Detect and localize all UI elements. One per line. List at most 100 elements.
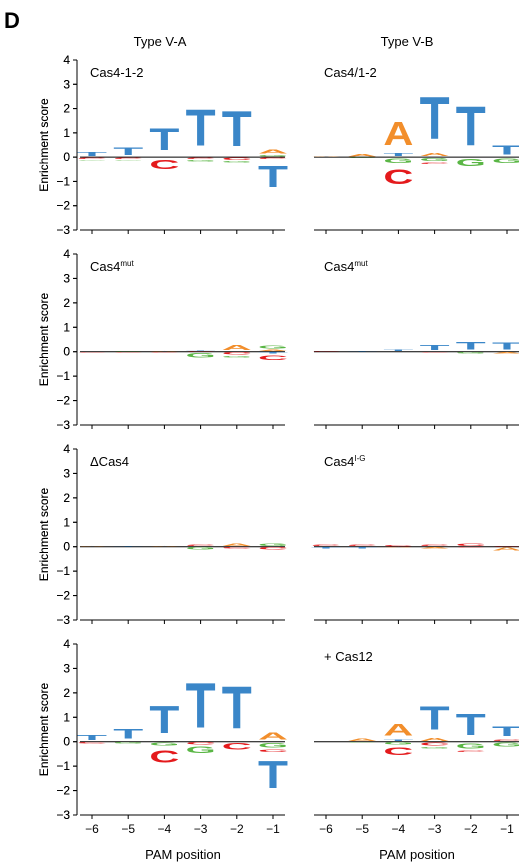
x-tick-label: −5 [355,822,369,836]
logo-letter-G: G [492,157,519,164]
logo-letter-C: C [311,544,341,546]
y-tick-label: −1 [56,564,70,578]
logo-letter-G: G [347,742,377,743]
panel-label-sup: mut [120,259,134,268]
logo-letter-G: G [383,157,413,164]
y-axis-label: Enrichment score [37,292,51,386]
y-tick-label: 4 [63,247,70,261]
logo-letter-C: C [420,742,450,747]
y-tick-label: −2 [56,784,70,798]
y-tick-label: 0 [63,345,70,359]
logo-letter-G: G [456,742,486,751]
y-tick-label: 4 [63,442,70,456]
logo-letter-A: A [492,547,519,552]
x-tick-label: −5 [121,822,135,836]
y-tick-label: 3 [63,466,70,480]
logo-letter-C: C [383,165,413,189]
logo-letter-G: G [113,742,143,744]
x-tick-label: −6 [85,822,99,836]
y-axis-label: Enrichment score [37,292,51,386]
logo-letter-C: C [258,749,288,753]
logo-letter-C: C [77,157,107,159]
y-tick-label: 0 [63,540,70,554]
logo-letter-A: A [149,351,179,352]
y-tick-label: −1 [56,759,70,773]
y-tick-label: −3 [56,808,70,822]
y-axis-label: Enrichment score [37,98,51,192]
y-tick-label: −2 [56,394,70,408]
y-tick-label: −1 [56,759,70,773]
logo-letter-C: C [186,544,216,546]
x-tick-label: −2 [464,822,478,836]
logo-letter-A: A [492,352,519,354]
y-tick-label: 1 [63,710,70,724]
logo-letter-C: C [420,544,450,546]
logo-letter-G: G [222,355,252,357]
logo-letter-G: G [420,747,450,749]
x-axis-label-right: PAM position [379,847,455,862]
logo-letter-T: T [258,754,288,797]
panel-label: Cas4-1-2 [90,65,143,80]
y-tick-label: −3 [56,223,70,237]
logo-panel-7: 4 3 2 1 0 −1 −2 −3 Enrichment score −6 −5 −4 −3 −2 −1 T… [37,637,288,836]
y-tick-label: 3 [63,661,70,675]
logo-letter-T: T [186,98,216,157]
logo-letter-G: G [149,742,179,747]
logo-letter-C: C [258,547,288,551]
logo-letter-T: T [77,151,107,157]
logo-letter-C: C [222,742,252,752]
logo-letter-G: G [420,157,450,162]
logo-letter-G: G [186,547,216,551]
y-tick-label: 2 [63,296,70,310]
y-tick-label: 0 [63,150,70,164]
logo-letter-T: T [420,699,450,737]
y-tick-label: 1 [63,710,70,724]
logo-letter-T: T [383,152,413,157]
logo-letter-C: C [420,352,450,353]
y-tick-label: 4 [63,637,70,651]
x-tick-label: −4 [392,822,406,836]
y-tick-label: 1 [63,126,70,140]
panel-label: Cas4/1-2 [324,65,377,80]
logo-letter-G: G [258,742,288,749]
logo-letter-G: G [113,160,143,161]
logo-letter-T: T [186,349,216,350]
logo-letter-A: A [347,738,377,742]
logo-letter-T: T [492,723,519,739]
logo-letter-G: G [492,742,519,748]
logo-letter-A: A [311,156,341,157]
logo-letter-C: C [492,546,519,547]
logo-letter-G: G [258,155,288,157]
y-tick-label: 4 [63,53,70,67]
logo-letter-C: C [149,746,179,766]
y-tick-label: 2 [63,686,70,700]
logo-letter-C: C [113,157,143,159]
logo-letter-A: A [258,149,288,155]
y-tick-label: 3 [63,77,70,91]
panel-label: Cas4I-G [324,454,365,469]
y-tick-label: −3 [56,223,70,237]
panel-label: Cas4mut [90,259,134,274]
y-tick-label: −1 [56,174,70,188]
logo-letter-T: T [311,547,341,549]
y-tick-label: −3 [56,808,70,822]
logo-letter-A: A [420,547,450,549]
logo-letter-T: T [492,341,519,352]
y-tick-label: 4 [63,442,70,456]
x-tick-label: −3 [194,822,208,836]
y-tick-label: 4 [63,247,70,261]
logo-letter-C: C [347,544,377,546]
y-axis-label: Enrichment score [37,98,51,192]
logo-letter-C: C [258,354,288,361]
y-tick-label: −2 [56,199,70,213]
logo-letter-C: C [222,157,252,161]
logo-letter-T: T [420,84,450,152]
panel-letter: D [4,8,20,33]
logo-letter-C: C [77,352,107,353]
